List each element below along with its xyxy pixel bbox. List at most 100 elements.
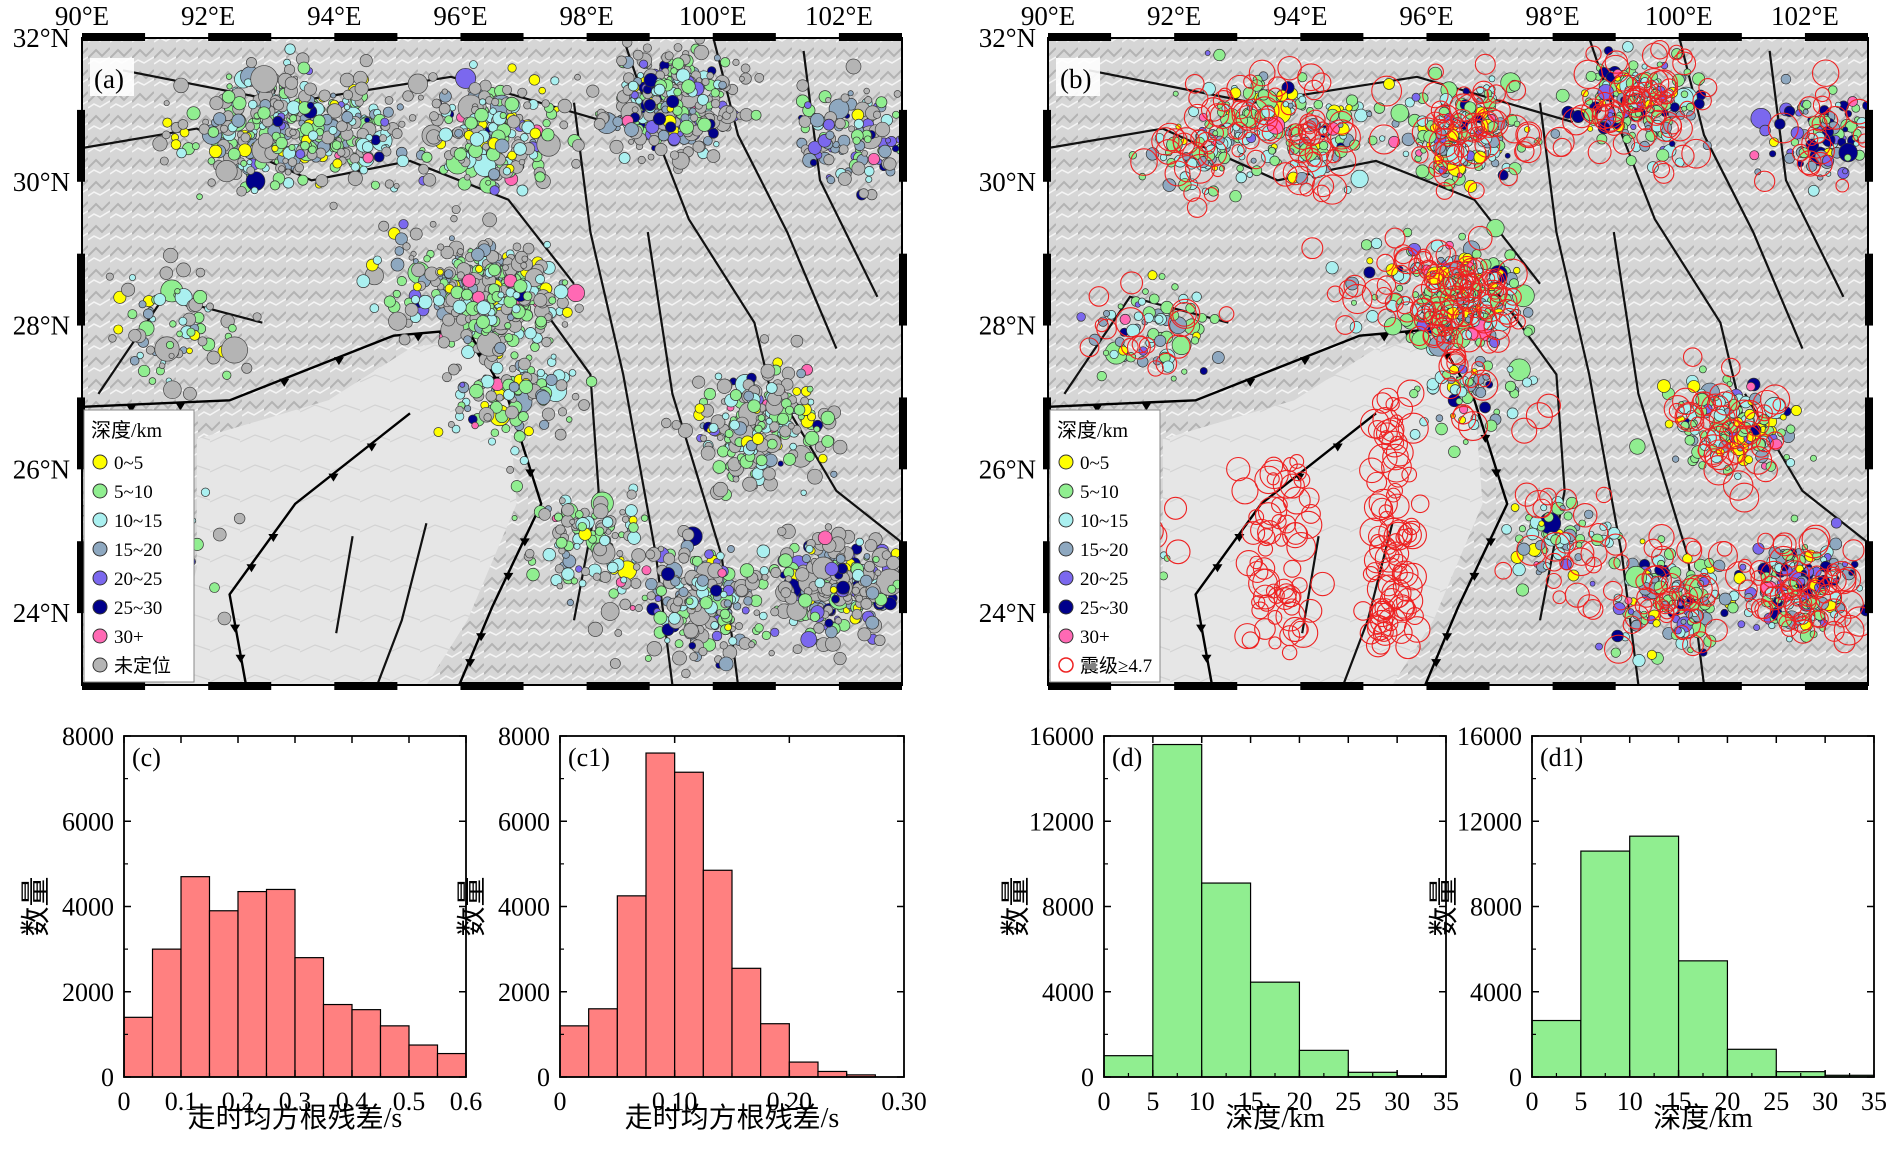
earthquake-point <box>867 152 880 165</box>
large-magnitude-circle <box>1451 405 1477 432</box>
earthquake-point <box>1383 78 1395 90</box>
frame-tick-segment <box>208 33 272 41</box>
large-magnitude-circle <box>1254 465 1283 495</box>
large-magnitude-circle <box>1268 636 1282 650</box>
unlocated-earthquake-point <box>402 242 411 251</box>
unlocated-earthquake-point <box>502 84 513 95</box>
large-magnitude-circle <box>1555 532 1577 554</box>
earthquake-point <box>248 99 258 110</box>
earthquake-point <box>462 273 477 288</box>
large-magnitude-circle <box>1288 617 1319 648</box>
large-magnitude-circle <box>1552 590 1567 605</box>
large-magnitude-circle <box>1251 595 1266 610</box>
large-magnitude-circle <box>1835 566 1862 593</box>
earthquake-point <box>1218 151 1231 164</box>
earthquake-point <box>852 136 861 145</box>
earthquake-point <box>1810 454 1817 462</box>
earthquake-point <box>548 296 557 305</box>
unlocated-earthquake-point <box>657 545 665 552</box>
earthquake-point <box>704 549 714 560</box>
earthquake-point <box>1522 377 1533 388</box>
earthquake-point <box>331 140 342 150</box>
large-magnitude-circle <box>1288 138 1313 164</box>
earthquake-point <box>489 107 497 115</box>
earthquake-point <box>789 442 797 451</box>
earthquake-point <box>1160 300 1174 315</box>
thrust-tooth <box>235 654 246 663</box>
large-magnitude-circle <box>1807 151 1833 177</box>
earthquake-point <box>747 399 761 413</box>
earthquake-point <box>1458 232 1467 241</box>
earthquake-point <box>1282 101 1289 108</box>
earthquake-point <box>288 144 296 151</box>
unlocated-earthquake-point <box>689 652 699 662</box>
large-magnitude-circle <box>1303 79 1325 101</box>
legend-label: 5~10 <box>114 482 153 503</box>
large-magnitude-circle <box>1626 92 1646 112</box>
large-magnitude-circle <box>1480 335 1499 354</box>
earthquake-point <box>1727 602 1739 614</box>
unlocated-earthquake-point <box>699 434 708 442</box>
earthquake-point <box>641 514 649 522</box>
thrust-tooth <box>126 404 137 413</box>
earthquake-point <box>170 139 182 150</box>
unlocated-earthquake-point <box>162 247 179 264</box>
earthquake-point <box>1790 405 1802 417</box>
large-magnitude-circle <box>1393 244 1414 265</box>
earthquake-point <box>356 274 371 288</box>
earthquake-point <box>1229 190 1242 203</box>
unlocated-earthquake-point <box>834 617 842 625</box>
earthquake-point <box>818 453 828 464</box>
large-magnitude-circle <box>1377 557 1403 583</box>
unlocated-earthquake-point <box>710 98 721 109</box>
earthquake-point <box>612 116 624 127</box>
earthquake-point <box>494 341 507 354</box>
earthquake-point <box>221 90 236 104</box>
large-magnitude-circle <box>1545 572 1562 590</box>
earthquake-point <box>186 327 196 337</box>
unlocated-earthquake-point <box>792 644 803 655</box>
unlocated-earthquake-point <box>336 148 346 157</box>
earthquake-point <box>453 147 467 161</box>
earthquake-point <box>1390 103 1409 123</box>
unlocated-earthquake-point <box>858 188 869 199</box>
earthquake-point <box>1768 546 1782 560</box>
frame-tick-segment <box>82 682 146 690</box>
large-magnitude-circle <box>1603 580 1623 601</box>
thrust-tooth <box>246 564 257 573</box>
earthquake-point <box>490 428 500 438</box>
large-magnitude-circle <box>1094 318 1109 333</box>
large-magnitude-circle <box>1381 430 1408 458</box>
large-magnitude-circle <box>1411 146 1429 164</box>
earthquake-point <box>824 618 834 628</box>
large-magnitude-circle <box>1835 178 1850 193</box>
earthquake-point <box>863 135 872 144</box>
unlocated-earthquake-point <box>327 103 343 119</box>
earthquake-point <box>831 594 840 604</box>
unlocated-earthquake-point <box>874 569 882 577</box>
large-magnitude-circle <box>1566 547 1596 577</box>
y-tick-label: 32°N <box>13 23 70 53</box>
earthquake-point <box>668 612 681 625</box>
earthquake-point <box>630 90 639 100</box>
unlocated-earthquake-point <box>561 321 569 328</box>
earthquake-point <box>1509 278 1519 289</box>
earthquake-point <box>398 219 409 230</box>
earthquake-point <box>148 377 157 385</box>
earthquake-point <box>824 561 839 576</box>
earthquake-point <box>718 80 727 90</box>
earthquake-point <box>653 610 668 625</box>
unlocated-earthquake-point <box>209 96 224 111</box>
earthquake-point <box>724 429 734 439</box>
large-magnitude-circle <box>1265 583 1281 599</box>
earthquake-point <box>308 145 317 154</box>
earthquake-point <box>1838 142 1858 163</box>
unlocated-earthquake-point <box>851 586 860 595</box>
earthquake-point <box>542 547 556 562</box>
thrust-tooth <box>328 473 339 482</box>
large-magnitude-circle <box>1231 477 1259 505</box>
earthquake-point <box>673 87 682 97</box>
earthquake-point <box>666 95 680 109</box>
legend-symbol <box>92 570 108 586</box>
unlocated-earthquake-point <box>762 467 776 481</box>
